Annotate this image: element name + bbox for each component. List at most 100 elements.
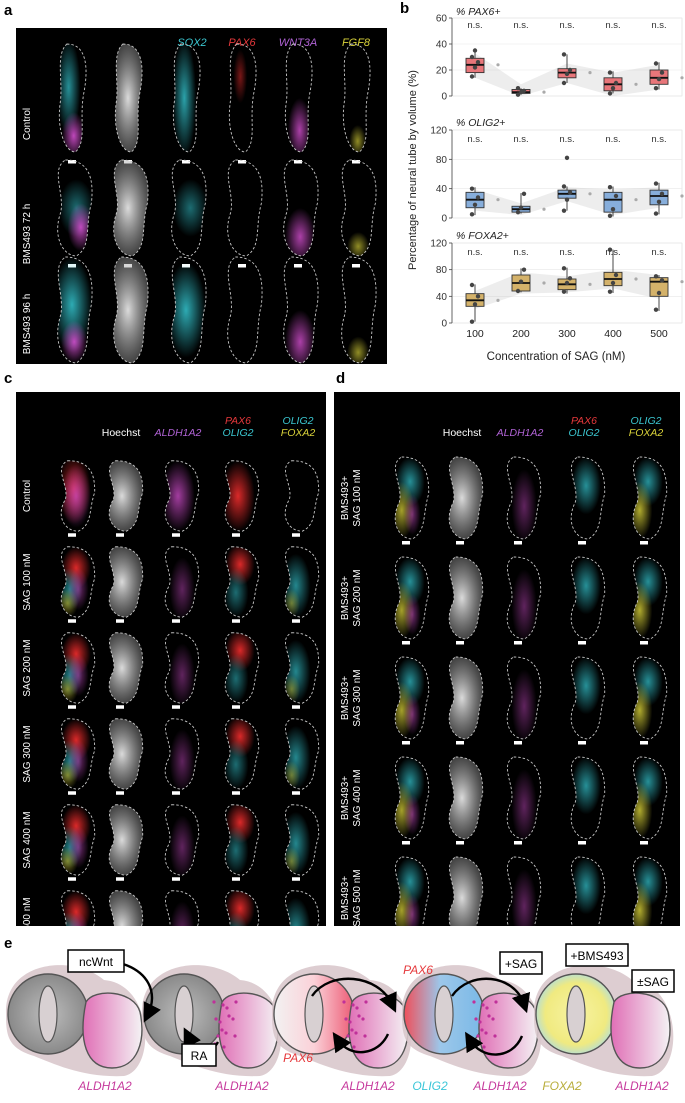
lumen: [38, 985, 58, 1043]
panel-a-r3-pax6: [227, 256, 263, 364]
col-header-foxa2: FOXA2: [629, 427, 664, 439]
point-2-4-2: [659, 191, 665, 196]
point-2-4-3: [653, 181, 659, 186]
panel-a-r1-hoechst: [114, 43, 143, 153]
gridC-r6-hoechst: [109, 890, 144, 926]
scale-bar: [68, 619, 76, 623]
scale-bar: [172, 705, 180, 709]
gridC-r5-olig2-foxa2: [284, 804, 320, 876]
gridC-r1-hoechst: [108, 460, 144, 532]
gridC-r3-aldh1a2: [164, 632, 200, 704]
scale-bar: [640, 641, 648, 645]
sig-label-1-4: n.s.: [651, 20, 666, 31]
point-1-2-3: [561, 52, 567, 57]
gridC-r6-merge: [61, 890, 96, 926]
gridD-r5-hoechst: [448, 856, 484, 926]
panel-c-micrographs: Hoechst ALDH1A2 PAX6 OLIG2 OLIG2 FOXA2 C…: [16, 392, 326, 926]
row-label-bms493-72h: BMS493 72 h: [22, 204, 33, 265]
arrow-olig2-2: [465, 1031, 524, 1056]
point-3-4-2: [659, 278, 665, 283]
gene-label-foxa2: FOXA2: [542, 1079, 582, 1093]
scale-bar: [514, 841, 522, 845]
lumen: [174, 985, 194, 1043]
scale-bar: [292, 705, 300, 709]
gene-label-aldh1a2-2: ALDH1A2: [214, 1079, 269, 1093]
scale-bar: [292, 533, 300, 537]
lumen: [304, 985, 324, 1043]
scale-bar: [172, 877, 180, 881]
schematic-stage-2: [141, 965, 282, 1077]
point-1-3-2: [613, 80, 619, 86]
point-3-4-3: [653, 274, 659, 279]
scale-bar: [292, 619, 300, 623]
ytick-3-2: 80: [436, 265, 448, 276]
ytick-1-0: 0: [441, 92, 447, 103]
ytick-2-0: 0: [441, 214, 447, 225]
xtick-200: 200: [512, 328, 530, 340]
row-label-4: SAG 400 nM: [22, 811, 33, 868]
sig-label-3-3: n.s.: [605, 247, 620, 258]
boxplot-2: 0 40 80 120 % OLIG2+ n.s. n.s. n.s. n.s. n.s.: [430, 117, 684, 225]
xtick-300: 300: [558, 328, 576, 340]
gene-label-aldh1a2-4: ALDH1A2: [472, 1079, 527, 1093]
sig-label-3-2: n.s.: [559, 247, 574, 258]
panel-a-r1-merge: [58, 43, 87, 153]
point-2-0-3: [469, 186, 475, 191]
gridC-r1-merge: [60, 460, 96, 532]
panel-d-micrographs: Hoechst ALDH1A2 PAX6 OLIG2 OLIG2 FOXA2 B…: [334, 392, 680, 926]
point-3-0-0: [469, 319, 475, 324]
point-2-2-2: [567, 190, 573, 195]
scale-bar: [232, 705, 240, 709]
gridC-r5-merge: [60, 804, 96, 876]
point-3-2-1: [564, 280, 570, 286]
gridC-r2-olig2-foxa2: [284, 546, 320, 618]
scale-bar: [116, 791, 124, 795]
ytick-2-3: 120: [430, 126, 447, 137]
point-3-0-1: [472, 302, 478, 307]
panel-a-r2-hoechst: [113, 159, 149, 257]
panel-a-r3-merge: [57, 256, 93, 364]
scale-bar: [456, 541, 464, 545]
gridD-r3-merge: [394, 656, 430, 740]
panel-a-r3-sox2: [171, 256, 207, 364]
gridD-r2-olig2-foxa2: [632, 556, 668, 640]
scale-bar: [68, 791, 76, 795]
col-header-olig2: OLIG2: [223, 427, 254, 439]
chart-title-2: % OLIG2+: [456, 117, 505, 129]
gridD-r4-pax6-olig2: [570, 756, 606, 840]
sig-label-3-0: n.s.: [467, 247, 482, 258]
ra-box: [181, 1043, 217, 1067]
sig-label-1-0: n.s.: [467, 20, 482, 31]
lumen: [566, 985, 586, 1043]
row-label-bms493-96h: BMS493 96 h: [22, 294, 33, 355]
point-2-1-1: [518, 205, 524, 210]
box-2-300: n.s.: [557, 134, 592, 213]
ra-label: RA: [191, 1049, 208, 1063]
panel-label-d: d: [336, 370, 346, 387]
sig-label-1-1: n.s.: [513, 20, 528, 31]
col-header-aldh1a2: ALDH1A2: [496, 427, 544, 439]
point-2-2-0: [561, 208, 567, 213]
row-label-0: Control: [22, 480, 33, 512]
gridD-r3-pax6-olig2: [570, 656, 606, 740]
col-header-foxa2: FOXA2: [281, 427, 316, 439]
boxplot-1: 0 20 40 60 % PAX6+ n.s. n.s. n.s. n.s. n.s.: [436, 6, 684, 103]
sig-label-2-1: n.s.: [513, 134, 528, 145]
row-label-3: SAG 300 nM: [22, 725, 33, 782]
gridC-r1-olig2-foxa2: [284, 460, 320, 532]
arrow-pax6-1: [311, 977, 397, 1013]
point-1-0-2: [475, 60, 481, 65]
arrow-ncwnt: [115, 960, 161, 1023]
scale-bar: [402, 641, 410, 645]
point-1-3-1: [610, 86, 616, 91]
scale-bar: [232, 877, 240, 881]
col-header-olig2: OLIG2: [569, 427, 600, 439]
gridD-r3-aldh1a2: [506, 656, 542, 740]
gridD-r3-olig2-foxa2: [632, 656, 668, 740]
row-label-5: SAG 500 nM: [22, 897, 33, 926]
point-1-3-3: [607, 70, 613, 75]
scale-bar: [514, 741, 522, 745]
sig-label-2-0: n.s.: [467, 134, 482, 145]
gridD-r1-hoechst: [448, 456, 484, 540]
xtick-400: 400: [604, 328, 622, 340]
